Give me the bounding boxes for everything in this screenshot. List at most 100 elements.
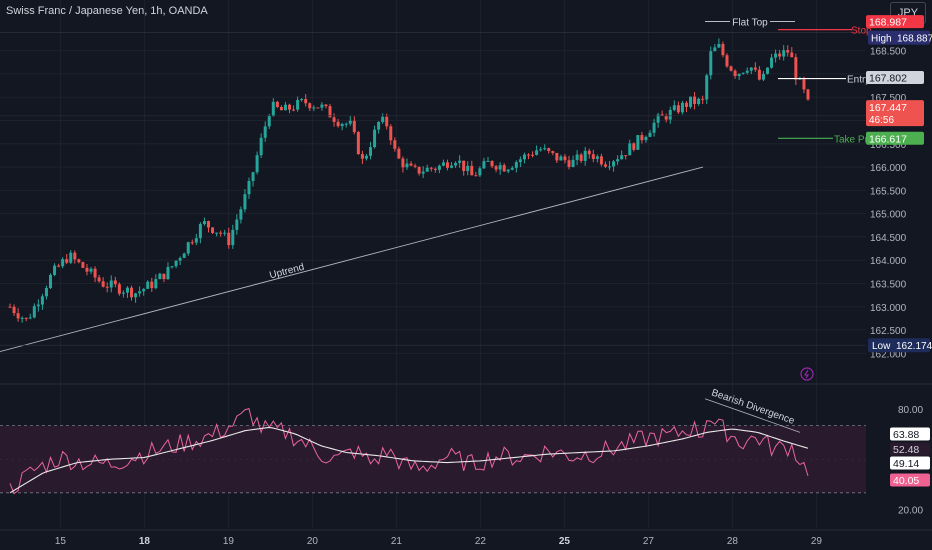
candle-body — [778, 53, 782, 57]
candle-body — [61, 259, 65, 267]
candle-body — [381, 116, 385, 122]
candle-body — [539, 149, 543, 151]
candle-body — [344, 123, 348, 125]
price-tick-label: 163.000 — [870, 303, 907, 314]
time-tick-label: 15 — [55, 536, 67, 547]
candle-body — [526, 154, 530, 156]
lightning-alert-icon[interactable] — [800, 367, 814, 381]
current-price-box — [866, 100, 924, 127]
candle-body — [235, 219, 239, 230]
low-label-box — [868, 338, 930, 353]
chart-title: Swiss Franc / Japanese Yen, 1h, OANDA — [6, 5, 208, 17]
time-tick-label: 20 — [307, 536, 319, 547]
time-tick-label: 18 — [139, 536, 151, 547]
candle-body — [28, 317, 32, 319]
candle-body — [761, 73, 765, 80]
candle-body — [644, 136, 648, 141]
candle-body — [717, 44, 721, 48]
price-tick-label: 167.500 — [870, 93, 907, 104]
candle-body — [8, 306, 12, 308]
rsi-moving-average-line — [9, 426, 809, 494]
time-tick-label: 28 — [727, 536, 739, 547]
candle-body — [668, 109, 672, 120]
candle-body — [656, 114, 660, 123]
candle-body — [425, 167, 429, 172]
uptrend-label: Uptrend — [268, 262, 305, 282]
rsi-value-3: 49.14 — [893, 458, 919, 470]
candle-body — [680, 102, 684, 113]
candle-body — [174, 260, 178, 267]
candle-body — [753, 67, 757, 70]
candle-body — [454, 162, 458, 166]
candle-body — [514, 162, 518, 168]
candle-body — [794, 57, 798, 80]
candle-body — [405, 163, 409, 168]
candle-body — [101, 281, 105, 287]
candle-body — [138, 291, 142, 294]
candle-body — [470, 165, 474, 176]
candle-body — [684, 102, 688, 107]
candle-body — [620, 155, 624, 160]
candle-body — [348, 120, 352, 124]
candle-body — [373, 129, 377, 148]
candle-body — [421, 171, 425, 174]
candle-body — [186, 242, 190, 254]
current-price-label: 167.447 — [869, 102, 907, 114]
candle-body — [413, 165, 417, 167]
candle-body — [146, 281, 150, 289]
candle-body — [749, 67, 753, 71]
candle-body — [612, 161, 616, 167]
candle-body — [397, 148, 401, 159]
price-tick-label: 166.500 — [870, 140, 907, 151]
candle-body — [227, 232, 231, 246]
low-word-label: Low — [872, 341, 891, 352]
candle-body — [170, 266, 174, 268]
candle-body — [652, 122, 656, 133]
rsi-value-4-box — [890, 473, 930, 487]
candle-body — [312, 107, 316, 109]
candle-body — [308, 103, 312, 109]
candle-body — [166, 267, 170, 280]
candle-body — [705, 75, 709, 100]
candle-body — [579, 154, 583, 161]
candle-body — [531, 154, 535, 156]
candle-body — [117, 284, 121, 294]
candle-body — [522, 154, 526, 160]
stop-label: Stop — [851, 26, 872, 37]
candle-body — [713, 47, 717, 52]
candle-body — [36, 304, 40, 307]
candle-body — [429, 167, 433, 169]
candle-body — [57, 265, 61, 267]
candle-body — [40, 296, 44, 305]
time-tick-label: 19 — [223, 536, 235, 547]
candle-body — [259, 137, 263, 156]
candle-body — [130, 287, 134, 298]
high-word-label: High — [871, 34, 892, 45]
take-profit-price-label: 166.617 — [869, 133, 907, 145]
candle-body — [462, 160, 466, 172]
candle-body — [401, 158, 405, 168]
price-tick-label: 166.000 — [870, 163, 907, 174]
price-tick-label: 165.000 — [870, 210, 907, 221]
candle-body — [219, 232, 223, 234]
rsi-value-4: 40.05 — [893, 475, 919, 487]
candle-body — [676, 105, 680, 113]
candle-body — [486, 160, 490, 162]
time-tick-label: 22 — [475, 536, 487, 547]
price-tick-label: 164.000 — [870, 256, 907, 267]
candle-body — [316, 107, 320, 109]
candle-body — [377, 121, 381, 130]
candle-body — [283, 104, 287, 111]
flat-top-label: Flat Top — [732, 18, 768, 29]
candle-body — [648, 132, 652, 137]
candle-body — [211, 227, 215, 233]
candle-body — [267, 115, 271, 127]
candle-body — [85, 267, 89, 272]
rsi-value-1-box — [890, 427, 930, 441]
candle-body — [73, 252, 77, 260]
candle-body — [701, 98, 705, 100]
candle-body — [304, 99, 308, 104]
candle-body — [158, 273, 162, 280]
candle-body — [202, 221, 206, 225]
